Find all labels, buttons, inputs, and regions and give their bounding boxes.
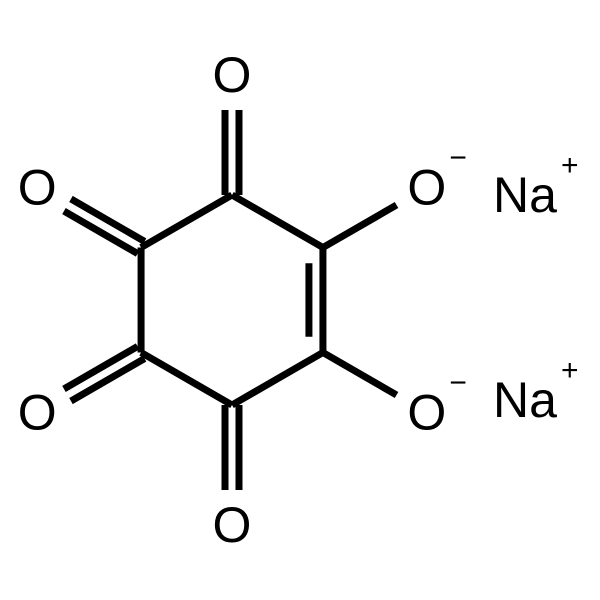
svg-text:O: O <box>18 385 57 441</box>
label-layer: OOOOO−O−Na+Na+ <box>10 47 579 553</box>
svg-text:Na: Na <box>493 167 557 223</box>
svg-text:O: O <box>407 385 446 441</box>
svg-text:O: O <box>213 497 252 553</box>
svg-text:+: + <box>561 354 579 387</box>
bond-layer <box>64 110 397 490</box>
svg-text:O: O <box>407 160 446 216</box>
svg-text:−: − <box>449 142 467 175</box>
svg-text:Na: Na <box>493 372 557 428</box>
svg-text:−: − <box>449 367 467 400</box>
molecule-diagram: OOOOO−O−Na+Na+ <box>0 0 600 600</box>
svg-text:O: O <box>213 47 252 103</box>
svg-text:O: O <box>18 160 57 216</box>
svg-text:+: + <box>561 149 579 182</box>
